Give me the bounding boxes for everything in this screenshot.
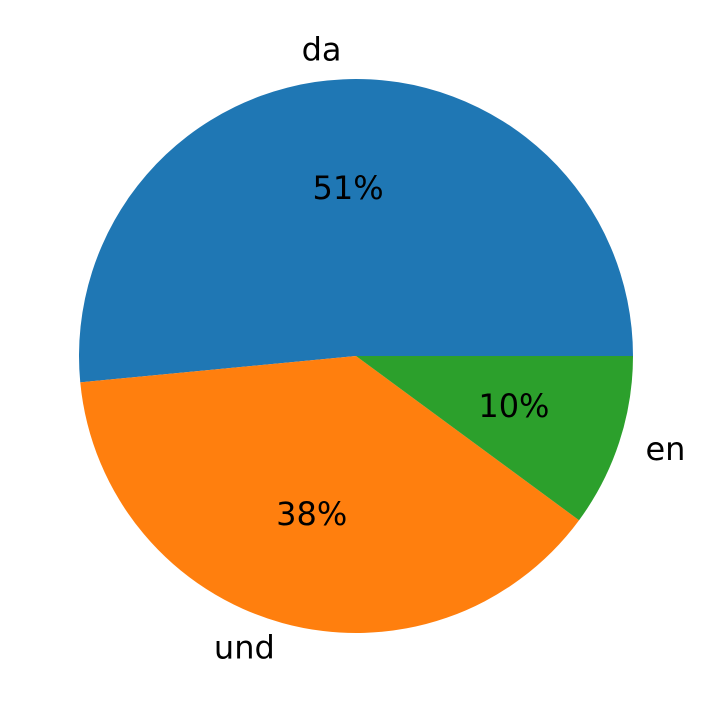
- pie-slice: [356, 356, 633, 521]
- value-label: 10%: [478, 387, 549, 425]
- slice-label: und: [214, 629, 275, 667]
- pie-slice: [80, 356, 580, 633]
- slice-label: da: [302, 31, 342, 69]
- value-label: 38%: [276, 495, 347, 533]
- pie-slice: [78, 78, 634, 383]
- slice-label: en: [645, 430, 685, 468]
- value-label: 51%: [313, 169, 384, 207]
